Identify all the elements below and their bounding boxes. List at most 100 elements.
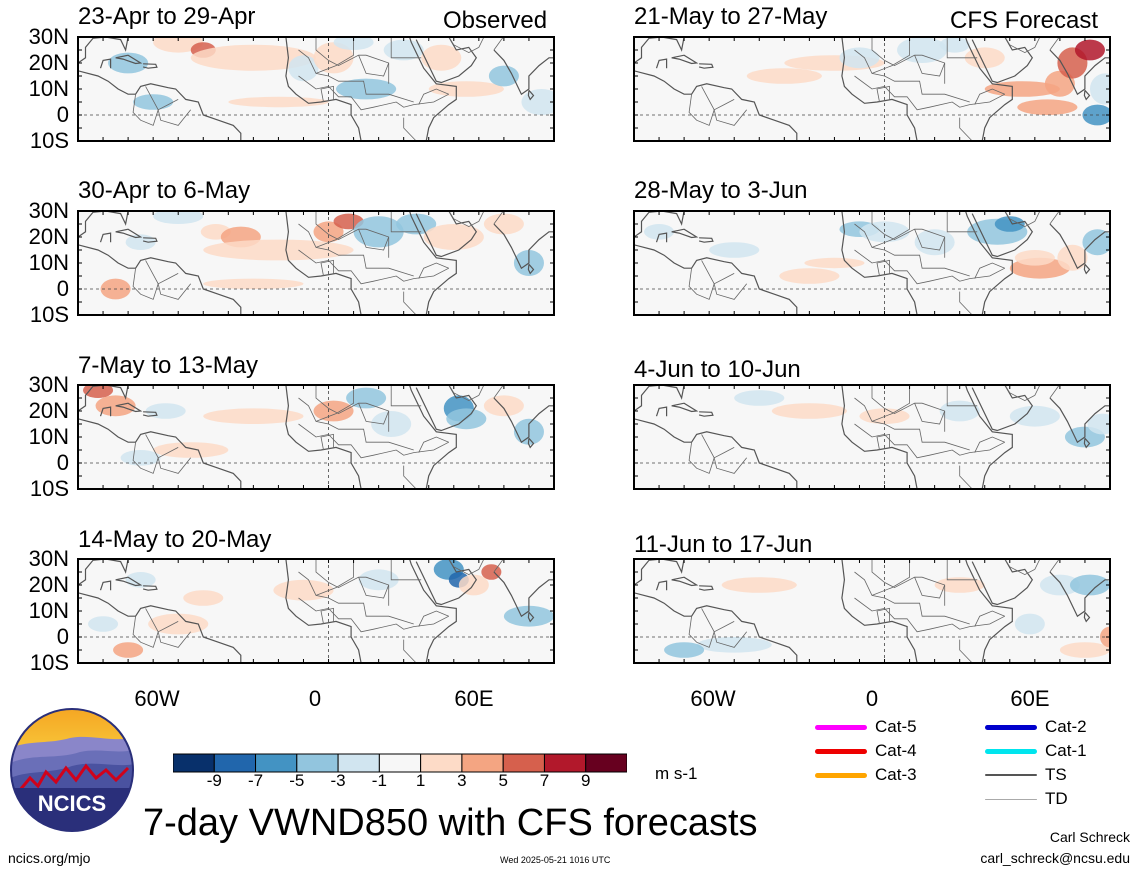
map-panel-2 [77,210,555,316]
colorbar-swatch [337,753,380,773]
anomaly-contour [1074,39,1105,61]
country-border [1004,211,1035,228]
y-label-20n: 20N [28,572,69,597]
coastline [1049,49,1110,96]
country-border [1049,37,1060,51]
panel-title-8: 11-Jun to 17-Jun [634,531,813,558]
coastline [527,611,535,623]
coastline [971,37,1034,84]
panel-title-3: 7-May to 13-May [78,352,259,379]
coastline [634,70,798,141]
coastline [655,232,668,243]
anomaly-contour [383,39,424,61]
country-border [390,385,422,407]
anomaly-contour [964,47,1005,69]
country-border [493,211,504,225]
y-label-10s: 10S [29,302,69,327]
anomaly-contour [1087,413,1110,435]
coastline [655,406,668,417]
anomaly-contour [423,224,484,250]
x-label-60e: 60E [1010,686,1050,711]
country-border [876,607,890,625]
country-border [403,639,417,663]
country-border [478,559,504,570]
country-border [358,403,390,425]
map-panel-4 [77,558,555,664]
coastline [1083,89,1091,101]
country-border [1034,559,1060,570]
anomaly-contour [153,442,229,458]
coastline [971,559,1034,606]
anomaly-contour [934,577,985,593]
y-label-eq: 0 [56,450,69,475]
anomaly-contour [696,637,772,653]
y-label-10s: 10S [29,128,69,153]
colorbar-tick-label: -1 [371,771,387,790]
country-border [448,37,479,54]
country-border [478,385,504,396]
anomaly-contour [664,642,705,658]
country-border [974,88,1005,105]
colorbar-tick-label: 9 [580,771,591,790]
anomaly-contour [1014,250,1055,266]
y-label-20n: 20N [28,224,69,249]
legend-label-td: TD [1045,789,1068,808]
country-border [871,211,946,258]
anomaly-contour [771,403,847,419]
country-border [132,608,159,648]
anomaly-contour [133,94,174,110]
colorbar-tick-label: 5 [498,771,508,790]
anomaly-contour [288,55,319,82]
colorbar-tick-label: -3 [330,771,346,790]
anomaly-contour [709,242,760,258]
coastline [671,228,699,239]
anomaly-contour [273,579,334,601]
map-panel-5 [633,36,1111,142]
country-border [493,385,504,399]
coastline [671,54,699,65]
country-border [390,559,422,581]
colorbar-swatch [543,753,587,773]
country-border [403,465,417,489]
country-border [298,423,449,459]
colorbar-swatch [173,753,215,773]
anomaly-contour [939,37,970,53]
country-border [1049,211,1060,225]
map-panel-8 [633,558,1111,664]
country-border [1034,37,1060,48]
anomaly-contour [779,268,840,284]
panel-title-5: 21-May to 27-May [634,3,828,30]
country-border [854,423,1005,459]
main-title: 7-day VWND850 with CFS forecasts [143,802,758,844]
legend-swatch-cat-3 [815,773,867,778]
anomaly-contour [346,387,387,409]
logo-text: NCICS [38,791,106,816]
coastline [99,232,112,243]
coastline [527,89,535,101]
country-border [1034,385,1060,396]
y-label-10n: 10N [28,250,69,275]
legend-label-cat-5: Cat-5 [875,717,917,736]
coastline [142,63,158,69]
country-border [871,37,946,84]
y-label-10s: 10S [29,650,69,675]
coastline [634,592,798,663]
legend-swatch-cat-4 [815,749,867,754]
coastline [285,37,362,141]
anomaly-contour [458,574,489,596]
country-border [713,447,748,474]
y-label-10n: 10N [28,424,69,449]
country-border [1004,559,1035,576]
colorbar-swatch [213,753,257,773]
country-border [854,249,1005,285]
colorbar-swatch [378,753,422,773]
map-panel-7 [633,384,1111,490]
anomaly-contour [125,572,156,588]
country-border [320,85,334,103]
country-border [854,223,970,277]
anomaly-contour [897,37,948,63]
colorbar-swatch [461,753,504,773]
country-border [403,291,417,315]
country-border [418,436,449,453]
y-label-30n: 30N [28,24,69,49]
